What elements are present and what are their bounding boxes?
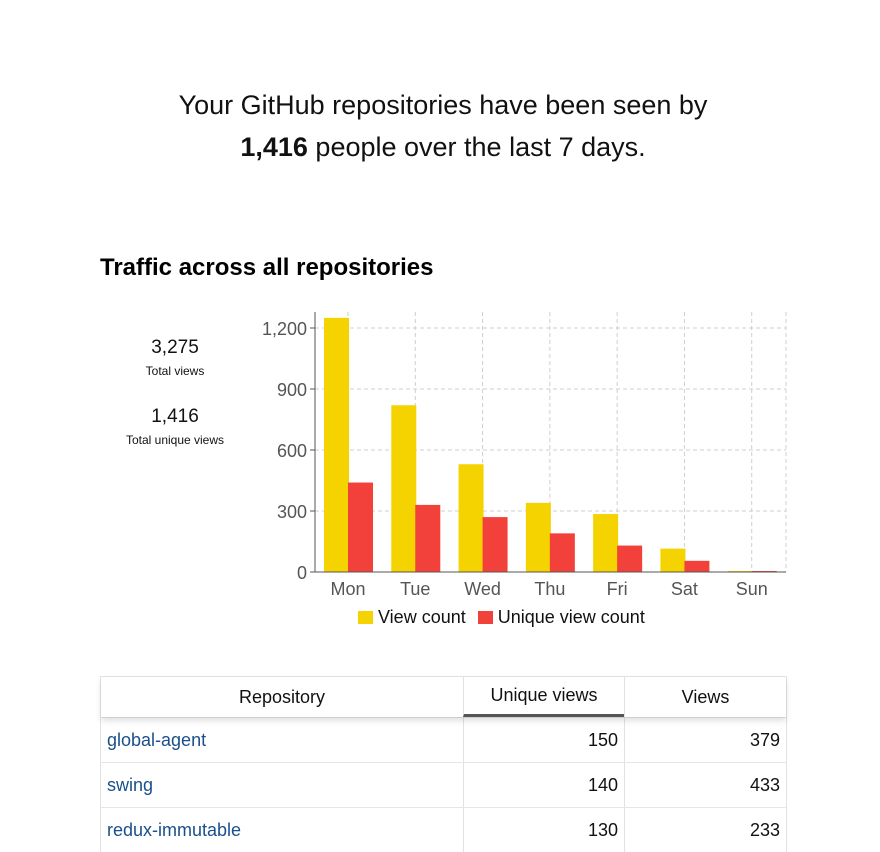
x-tick-label: Wed: [464, 579, 501, 599]
headline-line1: Your GitHub repositories have been seen …: [178, 90, 708, 120]
headline-line2-rest: people over the last 7 days.: [307, 132, 646, 162]
bar-unique-view-count: [617, 545, 643, 572]
repo-link[interactable]: redux-immutable: [107, 819, 242, 840]
traffic-bar-chart: 0 300 600 900 1,200 Mon Tue Wed Thu Fri Sat Sun: [262, 312, 787, 599]
unique-views-cell: 150: [463, 718, 624, 762]
headline-count: 1,416: [240, 132, 308, 162]
legend-swatch-view-count: [358, 611, 373, 624]
unique-views-cell: 140: [463, 763, 624, 807]
x-tick-label: Mon: [330, 579, 365, 599]
total-unique-label: Total unique views: [125, 433, 225, 447]
table-row: global-agent 150 379: [101, 717, 786, 762]
unique-views-cell: 130: [463, 808, 624, 852]
x-tick-label: Sun: [736, 579, 768, 599]
total-unique-value: 1,416: [151, 406, 199, 427]
y-tick-label: 1,200: [262, 319, 307, 339]
bar-unique-view-count: [482, 517, 508, 572]
y-tick-label: 0: [297, 563, 307, 583]
repo-link[interactable]: swing: [107, 774, 154, 795]
total-views-stat: 3,275 Total views: [110, 337, 240, 378]
views-cell: 233: [624, 808, 786, 852]
legend-swatch-unique-view-count: [477, 611, 493, 624]
repo-link[interactable]: global-agent: [107, 729, 207, 750]
y-tick-label: 600: [277, 441, 307, 461]
bar-unique-view-count: [549, 533, 575, 572]
legend-label-view-count: View count: [378, 607, 466, 627]
x-tick-label: Tue: [400, 579, 430, 599]
bar-unique-view-count: [415, 504, 441, 572]
total-unique-stat: 1,416 Total unique views: [110, 406, 240, 447]
column-header-unique-views[interactable]: Unique views: [463, 677, 624, 717]
legend-item-unique-view-count[interactable]: Unique view count: [477, 607, 645, 628]
bar-view-count: [324, 317, 349, 572]
bar-view-count: [391, 405, 417, 572]
y-tick-label: 900: [277, 380, 307, 400]
bar-unique-view-count: [751, 570, 777, 572]
chart-legend: View count Unique view count: [358, 607, 657, 628]
views-cell: 433: [624, 763, 786, 807]
table-row: redux-immutable 130 233: [101, 807, 786, 852]
y-tick-label: 300: [277, 502, 307, 522]
bar-view-count: [525, 502, 551, 572]
repository-table: Repository Unique views Views global-age…: [100, 676, 787, 852]
legend-label-unique-view-count: Unique view count: [497, 607, 645, 627]
table-row: swing 140 433: [101, 762, 786, 807]
bar-view-count: [458, 464, 484, 572]
bar-unique-view-count: [684, 560, 710, 572]
column-header-views[interactable]: Views: [624, 677, 786, 717]
table-header: Repository Unique views Views: [101, 677, 786, 717]
headline-line2: 1,416 people over the last 7 days.: [0, 126, 880, 168]
views-cell: 379: [624, 718, 786, 762]
total-views-value: 3,275: [151, 337, 199, 358]
x-tick-label: Thu: [534, 579, 565, 599]
bar-view-count: [660, 548, 686, 572]
x-tick-label: Sat: [671, 579, 698, 599]
total-views-label: Total views: [145, 364, 205, 378]
x-tick-label: Fri: [607, 579, 628, 599]
section-title: Traffic across all repositories: [100, 254, 434, 281]
legend-item-view-count[interactable]: View count: [358, 607, 466, 628]
bar-view-count: [593, 514, 619, 572]
headline: Your GitHub repositories have been seen …: [0, 84, 880, 168]
bar-view-count: [727, 570, 753, 572]
column-header-repository[interactable]: Repository: [238, 686, 326, 707]
bar-unique-view-count: [348, 482, 373, 572]
